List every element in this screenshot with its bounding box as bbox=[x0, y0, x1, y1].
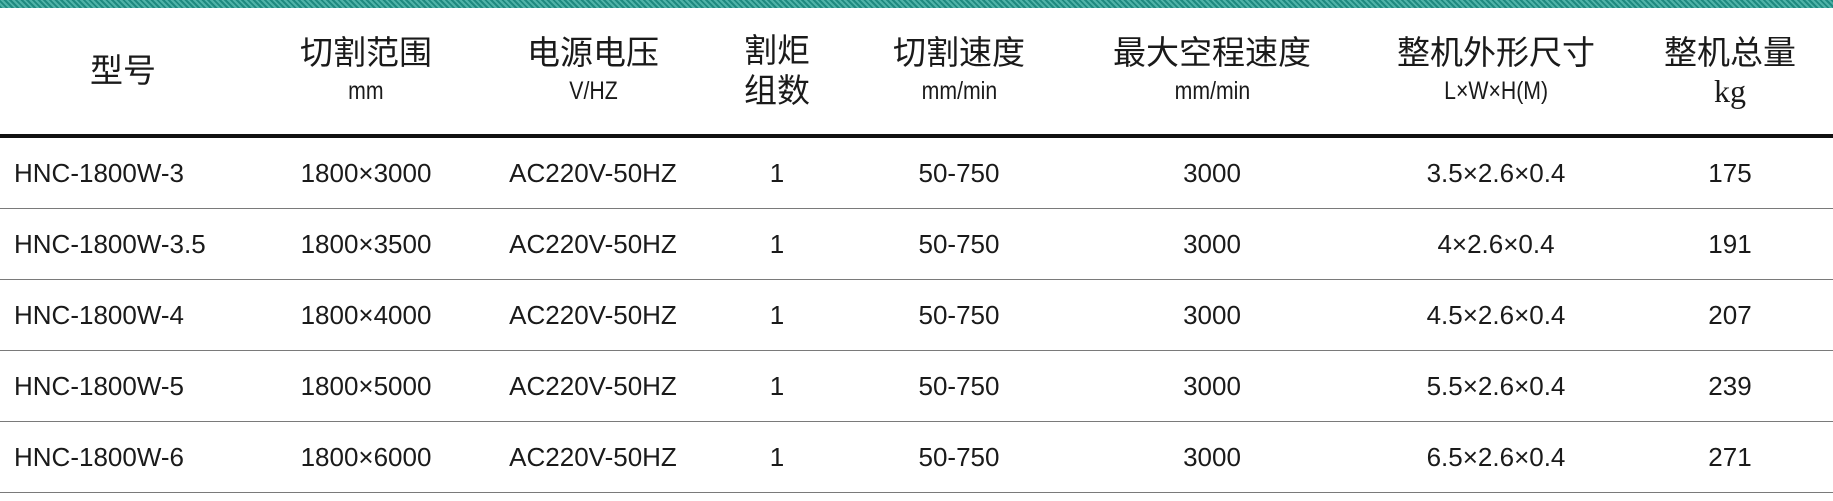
table-cell: AC220V-50HZ bbox=[509, 300, 677, 330]
column-title: 割炬 bbox=[744, 31, 810, 70]
column-header: 切割速度 mm/min bbox=[893, 8, 1025, 134]
table-row: HNC-1800W-5 1800×5000 AC220V-50HZ 1 50-750 30… bbox=[0, 351, 1833, 422]
column-header: 最大空程速度 mm/min bbox=[1113, 8, 1311, 134]
table-cell: 1 bbox=[769, 300, 785, 330]
table-cell: 175 bbox=[1708, 158, 1752, 188]
table-cell: AC220V-50HZ bbox=[509, 442, 677, 472]
table-cell: 50-750 bbox=[918, 158, 1000, 188]
column-title: 切割范围 bbox=[300, 33, 432, 72]
table-cell: 191 bbox=[1708, 229, 1752, 259]
column-unit: V/HZ bbox=[568, 77, 618, 105]
table-cell: 50-750 bbox=[918, 371, 1000, 401]
table-cell: 4.5×2.6×0.4 bbox=[1426, 300, 1566, 330]
table-cell: 271 bbox=[1708, 442, 1752, 472]
column-unit: mm bbox=[348, 77, 384, 105]
table-cell: AC220V-50HZ bbox=[509, 158, 677, 188]
column-header: 整机外形尺寸 L×W×H(M) bbox=[1397, 8, 1595, 134]
table-cell: 239 bbox=[1708, 371, 1752, 401]
table-cell: 1 bbox=[769, 229, 785, 259]
table-header: 型号 切割范围 mm 电源电压 V/HZ 割炬 组数 切割速度 mm/min 最大空程速度 mm/m… bbox=[0, 8, 1833, 134]
table-cell: HNC-1800W-6 bbox=[14, 442, 185, 472]
table-cell: 5.5×2.6×0.4 bbox=[1426, 371, 1566, 401]
table-cell: 1 bbox=[769, 371, 785, 401]
table-row: HNC-1800W-3 1800×3000 AC220V-50HZ 1 50-750 30… bbox=[0, 138, 1833, 209]
table-cell: HNC-1800W-3.5 bbox=[14, 229, 206, 259]
column-title: 整机外形尺寸 bbox=[1397, 33, 1595, 72]
table-cell: 50-750 bbox=[918, 229, 1000, 259]
column-title: 型号 bbox=[90, 51, 156, 90]
column-unit: kg bbox=[1714, 73, 1746, 109]
table-cell: 1 bbox=[769, 442, 785, 472]
table-cell: 3000 bbox=[1183, 229, 1241, 259]
table-row: HNC-1800W-4 1800×4000 AC220V-50HZ 1 50-750 30… bbox=[0, 280, 1833, 351]
table-cell: 3.5×2.6×0.4 bbox=[1426, 158, 1566, 188]
table-row: HNC-1800W-3.5 1800×3500 AC220V-50HZ 1 50-750… bbox=[0, 209, 1833, 280]
table-cell: 1800×5000 bbox=[300, 371, 432, 401]
table-cell: 1800×3000 bbox=[300, 158, 432, 188]
column-unit: mm/min bbox=[921, 77, 997, 105]
column-title: 最大空程速度 bbox=[1113, 33, 1311, 72]
table-cell: 1 bbox=[769, 158, 785, 188]
header-rule bbox=[0, 134, 1833, 138]
column-title: 切割速度 bbox=[893, 33, 1025, 72]
table-cell: HNC-1800W-3 bbox=[14, 158, 185, 188]
table-cell: 3000 bbox=[1183, 158, 1241, 188]
table-cell: 207 bbox=[1708, 300, 1752, 330]
column-unit: 组数 bbox=[744, 71, 810, 110]
table-cell: 6.5×2.6×0.4 bbox=[1426, 442, 1566, 472]
table-cell: AC220V-50HZ bbox=[509, 229, 677, 259]
column-header: 型号 bbox=[90, 8, 156, 134]
column-header: 电源电压 V/HZ bbox=[527, 8, 659, 134]
table-cell: 50-750 bbox=[918, 442, 1000, 472]
table-cell: 3000 bbox=[1183, 442, 1241, 472]
column-unit: mm/min bbox=[1174, 77, 1250, 105]
table-cell: 50-750 bbox=[918, 300, 1000, 330]
top-decorative-bar bbox=[0, 0, 1833, 8]
table-cell: 1800×4000 bbox=[300, 300, 432, 330]
table-cell: HNC-1800W-5 bbox=[14, 371, 185, 401]
table-cell: 1800×6000 bbox=[300, 442, 432, 472]
table-cell: 3000 bbox=[1183, 371, 1241, 401]
table-row: HNC-1800W-6 1800×6000 AC220V-50HZ 1 50-750 30… bbox=[0, 422, 1833, 493]
table-cell: 3000 bbox=[1183, 300, 1241, 330]
column-header: 切割范围 mm bbox=[300, 8, 432, 134]
column-title: 整机总量 bbox=[1664, 33, 1796, 72]
column-header: 割炬 组数 bbox=[744, 8, 810, 134]
table-cell: 4×2.6×0.4 bbox=[1437, 229, 1555, 259]
table-cell: HNC-1800W-4 bbox=[14, 300, 185, 330]
column-title: 电源电压 bbox=[527, 33, 659, 72]
column-header: 整机总量 kg bbox=[1664, 8, 1796, 134]
table-cell: 1800×3500 bbox=[300, 229, 432, 259]
table-cell: AC220V-50HZ bbox=[509, 371, 677, 401]
column-unit: L×W×H(M) bbox=[1444, 77, 1548, 105]
